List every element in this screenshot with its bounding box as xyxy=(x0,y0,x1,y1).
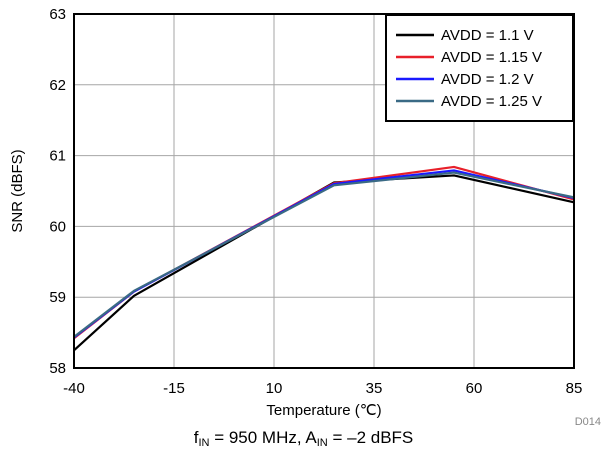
legend-box xyxy=(385,14,574,122)
x-tick-label: -40 xyxy=(63,380,85,397)
series-line-3 xyxy=(73,169,575,339)
series-line-1 xyxy=(73,174,575,352)
x-tick-label: 35 xyxy=(366,380,383,397)
legend-label: AVDD = 1.2 V xyxy=(441,71,534,88)
snr-vs-temperature-chart: -40 -15 10 35 60 85 58 59 60 61 62 63 Temperature … xyxy=(9,6,601,428)
legend: AVDD = 1.1 V AVDD = 1.15 V AVDD = 1.2 V AVD… xyxy=(385,14,574,122)
caption-a-sub: IN xyxy=(316,437,328,449)
series-group xyxy=(73,165,575,352)
series-line-2 xyxy=(73,165,575,340)
y-tick-label: 63 xyxy=(49,6,66,23)
x-tick-label: 10 xyxy=(266,380,283,397)
legend-label: AVDD = 1.25 V xyxy=(441,93,542,110)
figure-id: D014 xyxy=(575,416,601,428)
y-tick-label: 59 xyxy=(49,289,66,306)
plot-frame xyxy=(73,13,575,369)
caption-f-sub: IN xyxy=(198,437,210,449)
x-tick-label: -15 xyxy=(163,380,185,397)
y-axis-title: SNR (dBFS) xyxy=(9,149,26,232)
chart-caption: fIN = 950 MHz, AIN = –2 dBFS xyxy=(0,427,607,454)
series-line-4 xyxy=(73,171,575,338)
x-axis-title: Temperature (℃) xyxy=(266,402,381,419)
caption-a-label: A xyxy=(305,428,317,447)
legend-label: AVDD = 1.1 V xyxy=(441,27,534,44)
y-tick-label: 62 xyxy=(49,77,66,94)
x-tick-label: 85 xyxy=(566,380,583,397)
caption-f-label: f xyxy=(193,428,199,447)
y-tick-label: 58 xyxy=(49,360,66,377)
caption-a-value: = –2 dBFS xyxy=(327,428,414,447)
x-axis-ticks: -40 -15 10 35 60 85 xyxy=(63,380,582,397)
y-tick-label: 60 xyxy=(49,218,66,235)
y-axis-ticks: 58 59 60 61 62 63 xyxy=(49,6,66,377)
y-tick-label: 61 xyxy=(49,148,66,165)
legend-label: AVDD = 1.15 V xyxy=(441,49,542,66)
caption-f-value: = 950 MHz, xyxy=(209,428,306,447)
x-tick-label: 60 xyxy=(466,380,483,397)
